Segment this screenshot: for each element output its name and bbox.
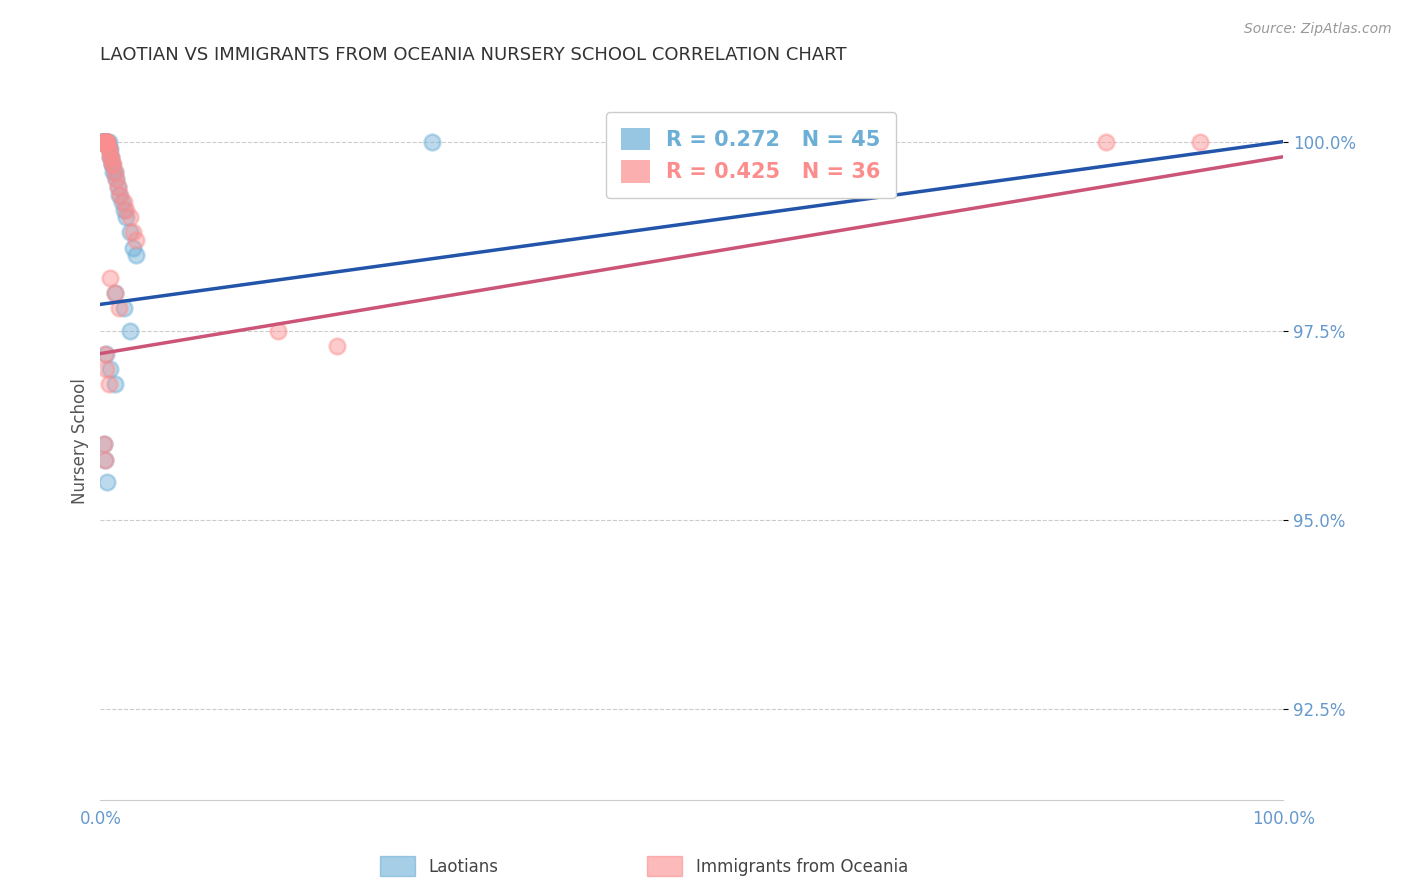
Point — [118, 211, 141, 225]
Point — [115, 202, 138, 217]
Point — [91, 135, 114, 149]
Point — [98, 271, 121, 285]
Text: Immigrants from Oceania: Immigrants from Oceania — [696, 858, 908, 876]
Point — [91, 135, 114, 149]
Point — [90, 135, 112, 149]
Point — [96, 135, 118, 149]
Point — [125, 233, 148, 247]
Point — [118, 226, 141, 240]
Text: LAOTIAN VS IMMIGRANTS FROM OCEANIA NURSERY SCHOOL CORRELATION CHART: LAOTIAN VS IMMIGRANTS FROM OCEANIA NURSE… — [100, 46, 846, 64]
Point — [107, 180, 129, 194]
Point — [91, 135, 114, 149]
Point — [125, 248, 148, 262]
Point — [96, 135, 118, 149]
Point — [94, 135, 117, 149]
Point — [420, 135, 443, 149]
Point — [103, 285, 125, 300]
Point — [98, 361, 121, 376]
Point — [97, 135, 120, 149]
Point — [91, 135, 114, 149]
Point — [108, 301, 131, 315]
Point — [103, 157, 125, 171]
Point — [98, 150, 121, 164]
Point — [115, 211, 138, 225]
Point — [1094, 135, 1116, 149]
Point — [94, 135, 117, 149]
Point — [101, 157, 124, 171]
Point — [267, 324, 290, 338]
Text: Source: ZipAtlas.com: Source: ZipAtlas.com — [1244, 22, 1392, 37]
Point — [96, 135, 118, 149]
Point — [103, 165, 125, 179]
Point — [96, 135, 118, 149]
Point — [112, 301, 135, 315]
Point — [94, 452, 117, 467]
Point — [111, 195, 134, 210]
Point — [122, 241, 145, 255]
Point — [96, 135, 118, 149]
Point — [103, 285, 125, 300]
Point — [94, 452, 117, 467]
Point — [93, 135, 115, 149]
Point — [101, 157, 124, 171]
Point — [103, 376, 125, 391]
Point — [96, 135, 118, 149]
Point — [93, 437, 115, 451]
Point — [103, 165, 125, 179]
Point — [96, 361, 118, 376]
Point — [97, 142, 120, 156]
Point — [93, 437, 115, 451]
Y-axis label: Nursery School: Nursery School — [72, 377, 89, 504]
Point — [98, 150, 121, 164]
Point — [94, 135, 117, 149]
Point — [97, 142, 120, 156]
Point — [97, 142, 120, 156]
Point — [94, 135, 117, 149]
Point — [90, 135, 112, 149]
Point — [93, 135, 115, 149]
Point — [104, 172, 127, 186]
Point — [94, 135, 117, 149]
Point — [98, 142, 121, 156]
Point — [96, 135, 118, 149]
Point — [122, 226, 145, 240]
Point — [96, 475, 118, 490]
Point — [100, 150, 122, 164]
Text: Laotians: Laotians — [429, 858, 499, 876]
Point — [96, 346, 118, 360]
Point — [107, 180, 129, 194]
Point — [97, 376, 120, 391]
Point — [112, 195, 135, 210]
Point — [93, 135, 115, 149]
Point — [1189, 135, 1212, 149]
Point — [96, 135, 118, 149]
Point — [112, 202, 135, 217]
Point — [93, 135, 115, 149]
Point — [118, 324, 141, 338]
Legend: R = 0.272   N = 45, R = 0.425   N = 36: R = 0.272 N = 45, R = 0.425 N = 36 — [606, 112, 896, 198]
Point — [108, 187, 131, 202]
Point — [93, 135, 115, 149]
Point — [93, 135, 115, 149]
Point — [103, 165, 125, 179]
Point — [326, 339, 349, 353]
Point — [94, 346, 117, 360]
Point — [100, 150, 122, 164]
Point — [96, 135, 118, 149]
Point — [110, 187, 132, 202]
Point — [101, 157, 124, 171]
Point — [104, 172, 127, 186]
